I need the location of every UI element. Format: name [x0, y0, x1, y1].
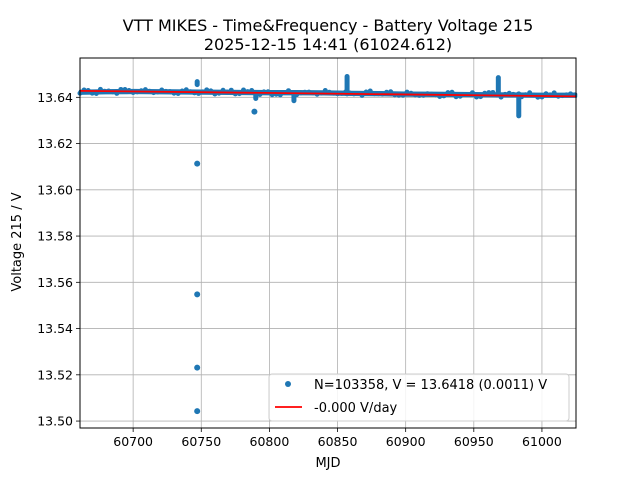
data-point [469, 90, 475, 96]
data-point [367, 88, 373, 94]
data-point [228, 87, 234, 93]
data-point-outlier [194, 364, 201, 371]
data-point-outlier [251, 108, 258, 115]
y-tick-label: 13.62 [37, 136, 73, 151]
data-point [445, 90, 451, 96]
plot-area [77, 74, 578, 415]
x-tick-label: 60900 [386, 434, 426, 449]
fit-line [79, 89, 577, 98]
data-point-outlier [194, 160, 201, 167]
y-tick-label: 13.56 [37, 275, 73, 290]
data-point [506, 90, 512, 96]
data-point [241, 87, 247, 93]
data-point [89, 90, 95, 96]
x-tick-label: 60950 [454, 434, 494, 449]
data-point [220, 87, 226, 93]
chart-subtitle: 2025-12-15 14:41 (61024.612) [204, 35, 452, 54]
legend-box [268, 373, 570, 422]
data-point [388, 89, 394, 95]
data-point [551, 90, 557, 96]
data-point [404, 89, 410, 95]
data-point-outlier [194, 291, 201, 298]
data-point [93, 91, 99, 97]
data-point [568, 91, 574, 97]
y-tick-label: 13.52 [37, 367, 73, 382]
data-point [527, 90, 533, 96]
x-tick-label: 60700 [113, 434, 153, 449]
legend-label-fit: -0.000 V/day [314, 401, 398, 416]
legend: N=103358, V = 13.6418 (0.0011) V -0.000 … [268, 373, 570, 422]
chart-title: VTT MIKES - Time&Frequency - Battery Vol… [123, 16, 534, 35]
axes: 60700 60750 60800 60850 60900 60950 61000 13.50… [37, 57, 577, 449]
x-axis-label: MJD [315, 456, 340, 471]
y-axis-label: Voltage 215 / V [10, 192, 25, 291]
x-tick-label: 61000 [522, 434, 562, 449]
y-tick-label: 13.60 [37, 182, 73, 197]
data-point-outlier [194, 408, 201, 415]
x-tick-label: 60850 [318, 434, 358, 449]
x-tick-label: 60800 [250, 434, 290, 449]
data-point [249, 88, 255, 94]
y-tick-label: 13.58 [37, 229, 73, 244]
x-tick-label: 60750 [181, 434, 221, 449]
y-tick-label: 13.50 [37, 414, 73, 429]
y-tick-label: 13.54 [37, 321, 73, 336]
data-point [204, 87, 210, 93]
grid [80, 58, 576, 428]
data-point [490, 89, 496, 95]
data-point [183, 87, 189, 93]
y-tick-label: 13.64 [37, 90, 73, 105]
data-point [285, 88, 291, 94]
data-point [486, 90, 492, 96]
legend-marker-points [285, 381, 291, 387]
axes-frame [79, 57, 577, 429]
data-point [543, 91, 549, 97]
data-point [322, 87, 328, 93]
data-point [449, 89, 455, 95]
legend-label-points: N=103358, V = 13.6418 (0.0011) V [314, 378, 547, 393]
